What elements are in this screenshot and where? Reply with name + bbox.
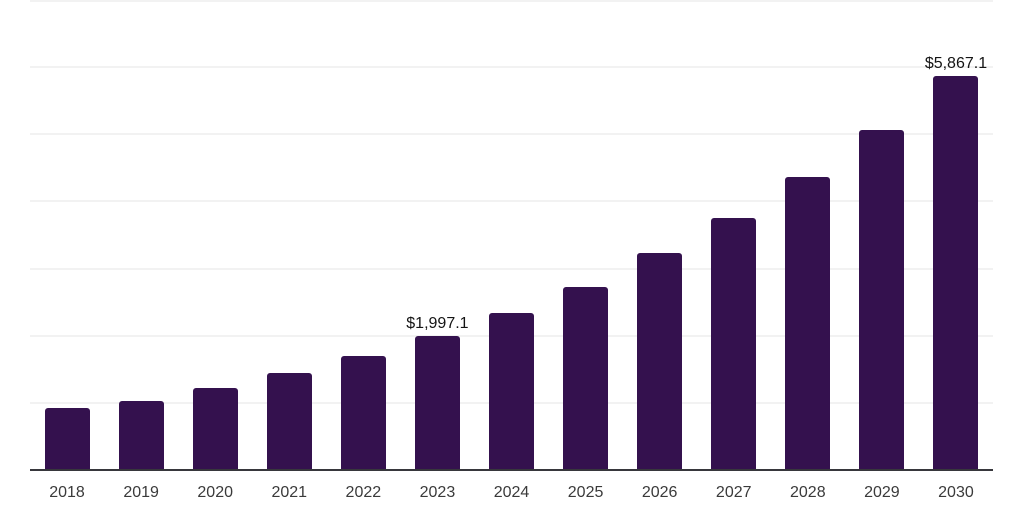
x-tick-2029: 2029 [864, 484, 900, 501]
x-tick-2028: 2028 [790, 484, 826, 501]
plot-area: $1,997.1 $5,867.1 [30, 0, 993, 470]
x-tick-2027: 2027 [715, 484, 752, 501]
bar-2022 [340, 355, 386, 470]
x-tick-2024: 2024 [493, 484, 530, 501]
x-tick-2018: 2018 [49, 484, 85, 501]
x-tick-2019: 2019 [123, 484, 159, 501]
gridline [30, 133, 993, 136]
bar-2027 [711, 217, 757, 470]
x-tick-2021: 2021 [271, 484, 308, 501]
x-tick-2026: 2026 [641, 484, 678, 501]
gridline [30, 0, 993, 2]
data-label-2023: $1,997.1 [406, 314, 469, 332]
bar-2028 [785, 176, 831, 470]
x-axis: 2018 2019 2020 2021 2022 2023 2024 2025 2026 2027… [30, 485, 993, 505]
data-label-2030: $5,867.1 [924, 55, 988, 73]
gridline [30, 200, 993, 203]
gridline [30, 66, 993, 69]
x-axis-line [30, 469, 993, 471]
bar-2030 [933, 76, 979, 470]
x-tick-2023: 2023 [419, 484, 456, 501]
bar-2026 [637, 253, 683, 470]
bar-2020 [192, 388, 238, 470]
x-tick-2030: 2030 [938, 484, 974, 501]
bar-2024 [489, 312, 534, 470]
bar-2018 [44, 408, 90, 470]
bar-2023 [414, 335, 460, 470]
bar-2025 [563, 287, 609, 470]
bar-2029 [859, 129, 905, 470]
bar-2021 [266, 372, 312, 470]
bar-2019 [118, 400, 164, 470]
x-tick-2025: 2025 [567, 484, 604, 501]
x-tick-2020: 2020 [197, 484, 233, 501]
gridline [30, 267, 993, 270]
x-tick-2022: 2022 [345, 484, 382, 501]
